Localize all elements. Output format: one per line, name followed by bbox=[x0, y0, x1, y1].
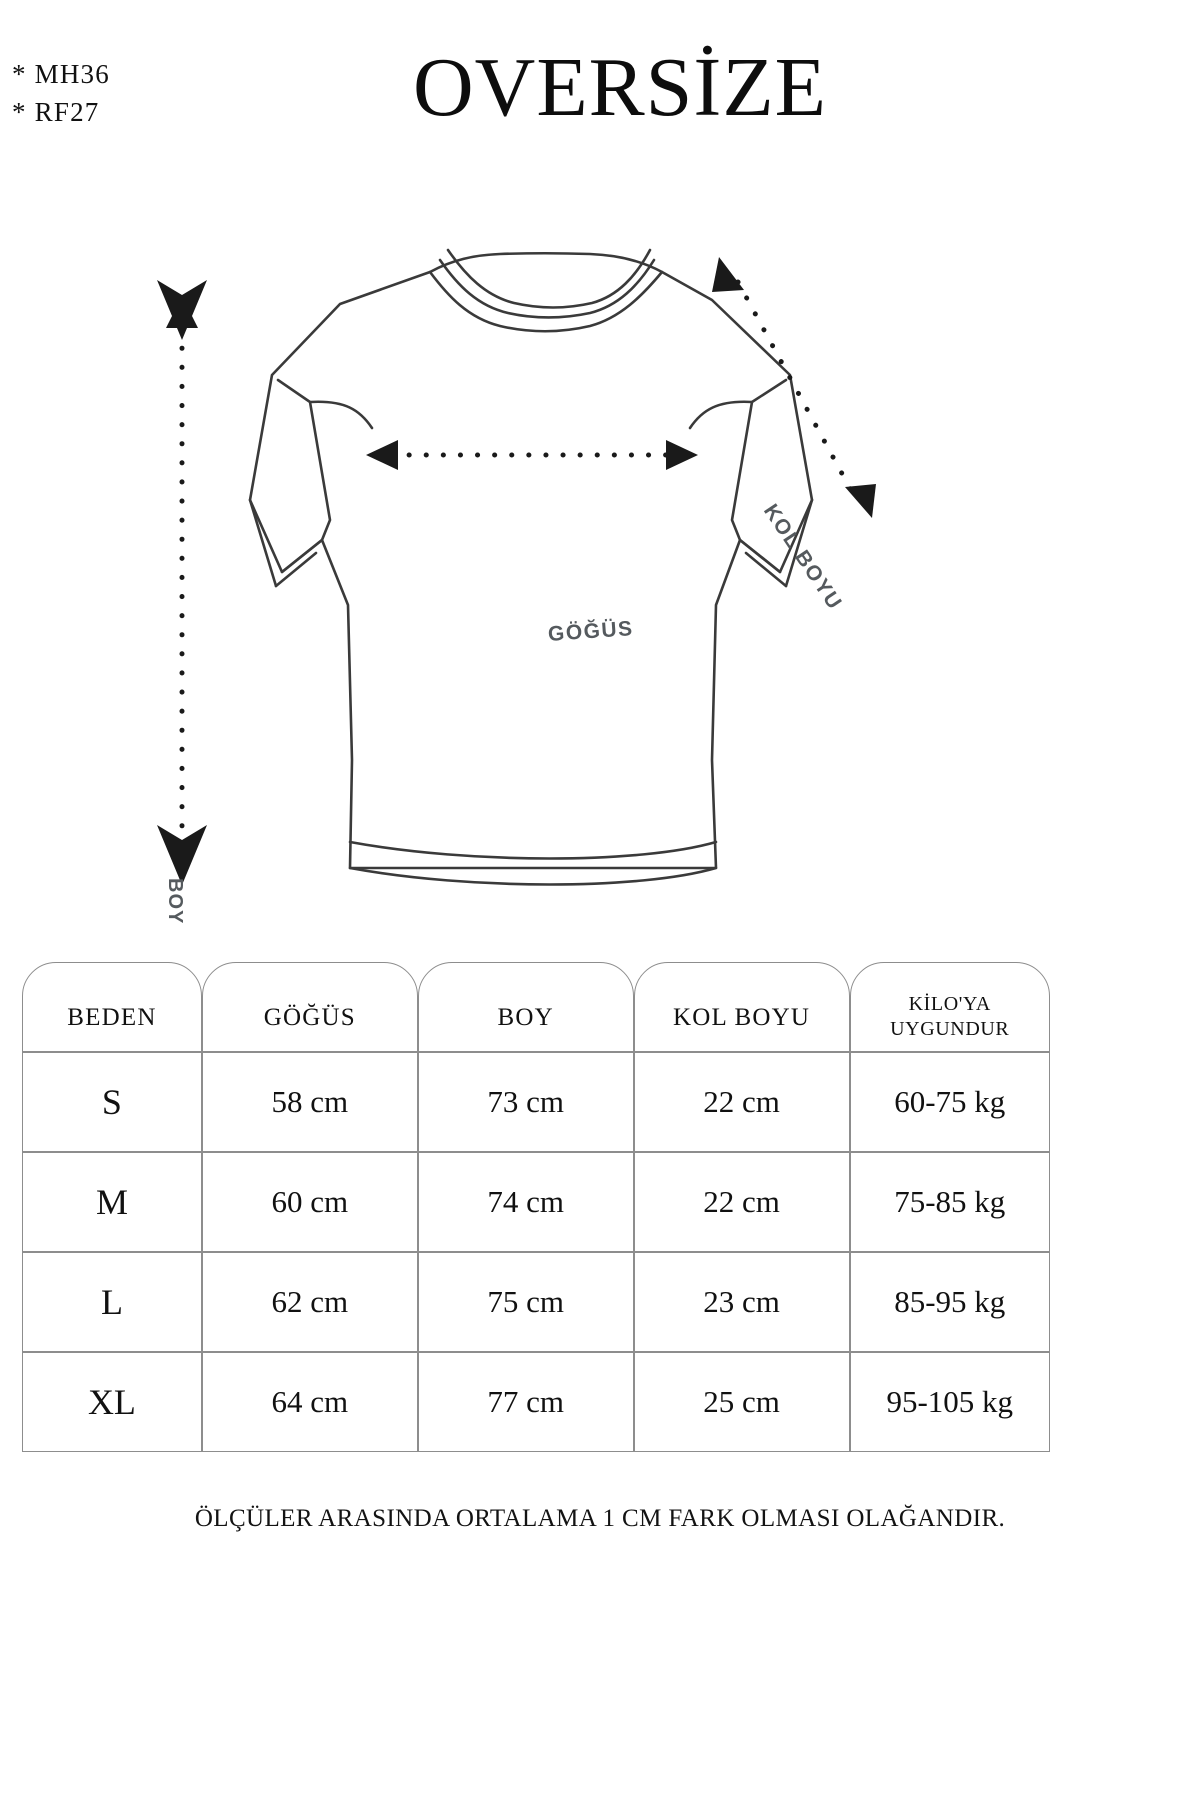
col-header-kilo: KİLO'YA UYGUNDUR bbox=[849, 962, 1050, 1052]
cell-gogus: 62 cm bbox=[201, 1252, 418, 1352]
gogus-dimension-arrow bbox=[366, 440, 698, 470]
tshirt-illustration bbox=[157, 248, 876, 886]
cell-kilo: 85-95 kg bbox=[849, 1252, 1050, 1352]
col-header-kilo-line2: UYGUNDUR bbox=[890, 1017, 1010, 1040]
table-row: L 62 cm 75 cm 23 cm 85-95 kg bbox=[22, 1252, 1050, 1352]
tshirt-diagram: BOY GÖĞÜS KOL BOYU bbox=[0, 200, 1200, 940]
size-table-container: BEDEN GÖĞÜS BOY KOL BOYU KİLO'YA UYGUNDU… bbox=[22, 962, 1050, 1452]
cell-kilo: 60-75 kg bbox=[849, 1052, 1050, 1152]
cell-kol-boyu: 25 cm bbox=[633, 1352, 850, 1452]
col-header-gogus: GÖĞÜS bbox=[201, 962, 418, 1052]
cell-boy: 73 cm bbox=[417, 1052, 634, 1152]
measurement-note: ÖLÇÜLER ARASINDA ORTALAMA 1 CM FARK OLMA… bbox=[194, 1505, 1006, 1532]
cell-gogus: 60 cm bbox=[201, 1152, 418, 1252]
boy-dimension-arrow bbox=[157, 280, 207, 885]
kol-boyu-dimension-arrow bbox=[712, 257, 876, 518]
col-header-beden: BEDEN bbox=[22, 962, 202, 1052]
cell-gogus: 64 cm bbox=[201, 1352, 418, 1452]
cell-beden: XL bbox=[22, 1352, 202, 1452]
page-title: OVERSİZE bbox=[413, 41, 827, 134]
cell-beden: S bbox=[22, 1052, 202, 1152]
boy-label: BOY bbox=[164, 878, 186, 925]
size-table: BEDEN GÖĞÜS BOY KOL BOYU KİLO'YA UYGUNDU… bbox=[22, 962, 1050, 1452]
tshirt-outline bbox=[248, 248, 814, 886]
cell-boy: 74 cm bbox=[417, 1152, 634, 1252]
cell-kol-boyu: 22 cm bbox=[633, 1052, 850, 1152]
table-row: S 58 cm 73 cm 22 cm 60-75 kg bbox=[22, 1052, 1050, 1152]
col-header-kol-boyu: KOL BOYU bbox=[633, 962, 850, 1052]
table-row: M 60 cm 74 cm 22 cm 75-85 kg bbox=[22, 1152, 1050, 1252]
cell-kol-boyu: 23 cm bbox=[633, 1252, 850, 1352]
cell-boy: 75 cm bbox=[417, 1252, 634, 1352]
cell-gogus: 58 cm bbox=[201, 1052, 418, 1152]
cell-boy: 77 cm bbox=[417, 1352, 634, 1452]
cell-beden: L bbox=[22, 1252, 202, 1352]
table-row: XL 64 cm 77 cm 25 cm 95-105 kg bbox=[22, 1352, 1050, 1452]
col-header-kilo-line1: KİLO'YA bbox=[908, 993, 991, 1016]
cell-kilo: 75-85 kg bbox=[849, 1152, 1050, 1252]
product-code-line-2: * RF27 bbox=[12, 97, 100, 128]
cell-kol-boyu: 22 cm bbox=[633, 1152, 850, 1252]
product-code-line-1: * MH36 bbox=[12, 59, 110, 89]
cell-beden: M bbox=[22, 1152, 202, 1252]
cell-kilo: 95-105 kg bbox=[849, 1352, 1050, 1452]
table-header-row: BEDEN GÖĞÜS BOY KOL BOYU KİLO'YA UYGUNDU… bbox=[22, 962, 1050, 1052]
product-codes: * MH36 * RF27 bbox=[12, 55, 110, 132]
col-header-boy: BOY bbox=[417, 962, 634, 1052]
